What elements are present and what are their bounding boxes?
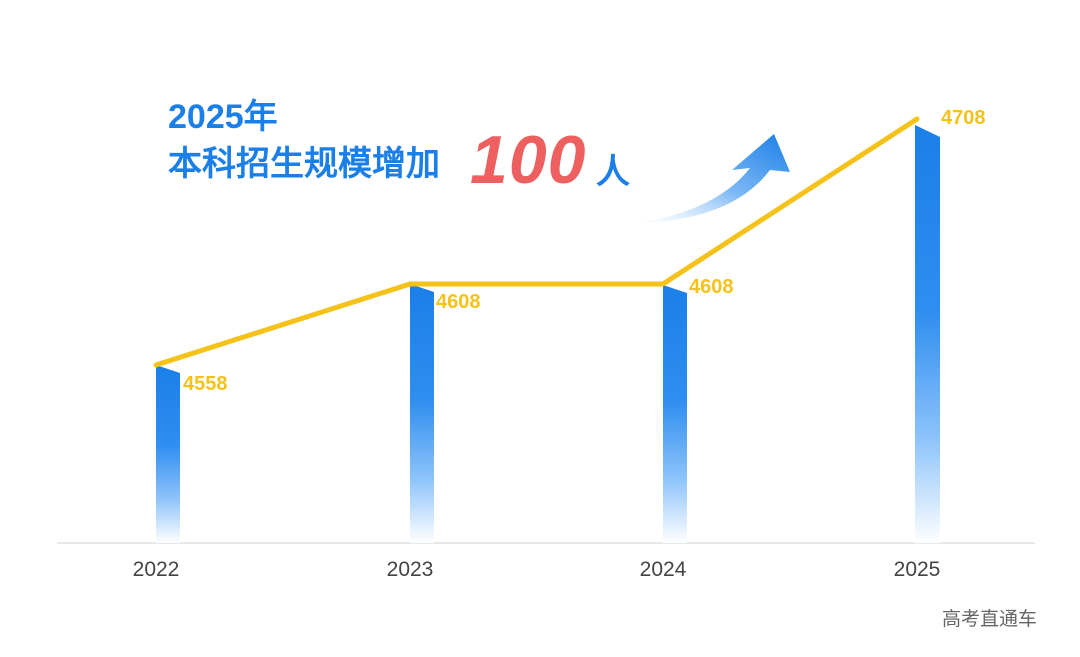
headline-text: 本科招生规模增加 xyxy=(168,145,440,183)
source-watermark: 高考直通车 xyxy=(942,609,1038,630)
value-label-2024: 4608 xyxy=(689,276,734,298)
bar-2024 xyxy=(663,285,687,543)
headline: 2025年 本科招生规模增加 xyxy=(168,96,440,186)
value-label-2025: 4708 xyxy=(941,107,986,129)
x-tick-2023: 2023 xyxy=(386,558,434,581)
value-label-2022: 4558 xyxy=(183,373,228,395)
increase-number: 100 xyxy=(470,122,587,198)
bar-2023 xyxy=(410,284,434,543)
value-label-2023: 4608 xyxy=(436,291,481,313)
x-tick-2022: 2022 xyxy=(132,558,180,581)
headline-year: 2025年 xyxy=(168,98,278,136)
increase-unit: 人 xyxy=(596,153,630,191)
x-tick-2025: 2025 xyxy=(893,558,941,581)
x-tick-2024: 2024 xyxy=(639,558,687,581)
trend-line xyxy=(153,116,920,368)
growth-arrow-icon xyxy=(630,134,790,224)
bar-2022 xyxy=(156,365,180,543)
bar-2025 xyxy=(915,125,940,543)
bars xyxy=(156,125,940,543)
